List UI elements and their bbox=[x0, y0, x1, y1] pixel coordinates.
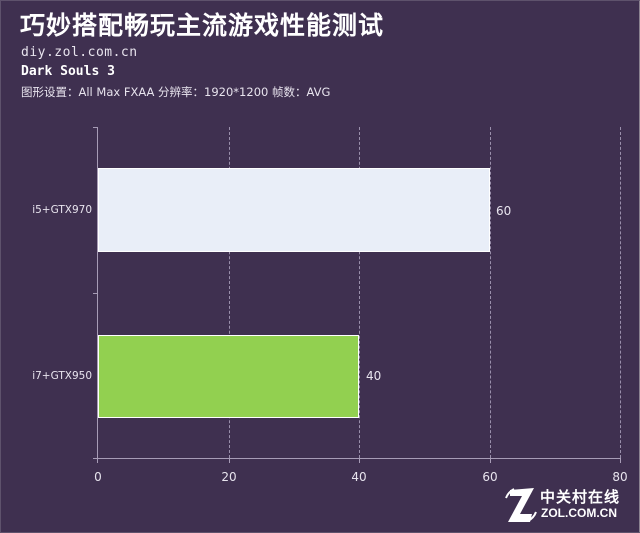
y-tick bbox=[93, 293, 98, 294]
category-label: i5+GTX970 bbox=[32, 204, 92, 216]
bar-i5-gtx970 bbox=[98, 168, 490, 252]
watermark-en: ZOL.COM.CN bbox=[541, 506, 617, 520]
site-url: diy.zol.com.cn bbox=[21, 45, 138, 60]
x-tick-label: 20 bbox=[221, 470, 237, 484]
gridline-20 bbox=[229, 127, 230, 458]
plot-area bbox=[98, 127, 621, 458]
x-tick bbox=[620, 458, 621, 463]
test-settings: 图形设置：All Max FXAA 分辨率：1920*1200 帧数：AVG bbox=[21, 85, 331, 99]
watermark-cn: 中关村在线 bbox=[540, 488, 621, 506]
y-tick bbox=[93, 127, 98, 128]
category-label: i7+GTX950 bbox=[32, 370, 92, 382]
x-tick-label: 60 bbox=[482, 470, 498, 484]
gridline-80 bbox=[620, 127, 621, 458]
x-tick-label: 40 bbox=[351, 470, 367, 484]
zol-watermark: 中关村在线 ZOL.COM.CN bbox=[500, 484, 625, 526]
x-tick bbox=[229, 458, 230, 463]
x-tick-label: 80 bbox=[612, 470, 628, 484]
y-tick bbox=[93, 458, 98, 459]
bar-i7-gtx950 bbox=[98, 335, 359, 418]
x-tick bbox=[97, 458, 98, 463]
x-tick bbox=[359, 458, 360, 463]
zol-z-logo-icon bbox=[505, 488, 537, 522]
gridline-60 bbox=[490, 127, 491, 458]
x-tick bbox=[490, 458, 491, 463]
chart-title: 巧妙搭配畅玩主流游戏性能测试 bbox=[20, 11, 385, 40]
gridline-40 bbox=[359, 127, 360, 458]
data-label: 40 bbox=[366, 369, 382, 383]
data-label: 60 bbox=[496, 204, 512, 218]
game-name: Dark Souls 3 bbox=[21, 64, 115, 79]
x-tick-label: 0 bbox=[94, 470, 102, 484]
